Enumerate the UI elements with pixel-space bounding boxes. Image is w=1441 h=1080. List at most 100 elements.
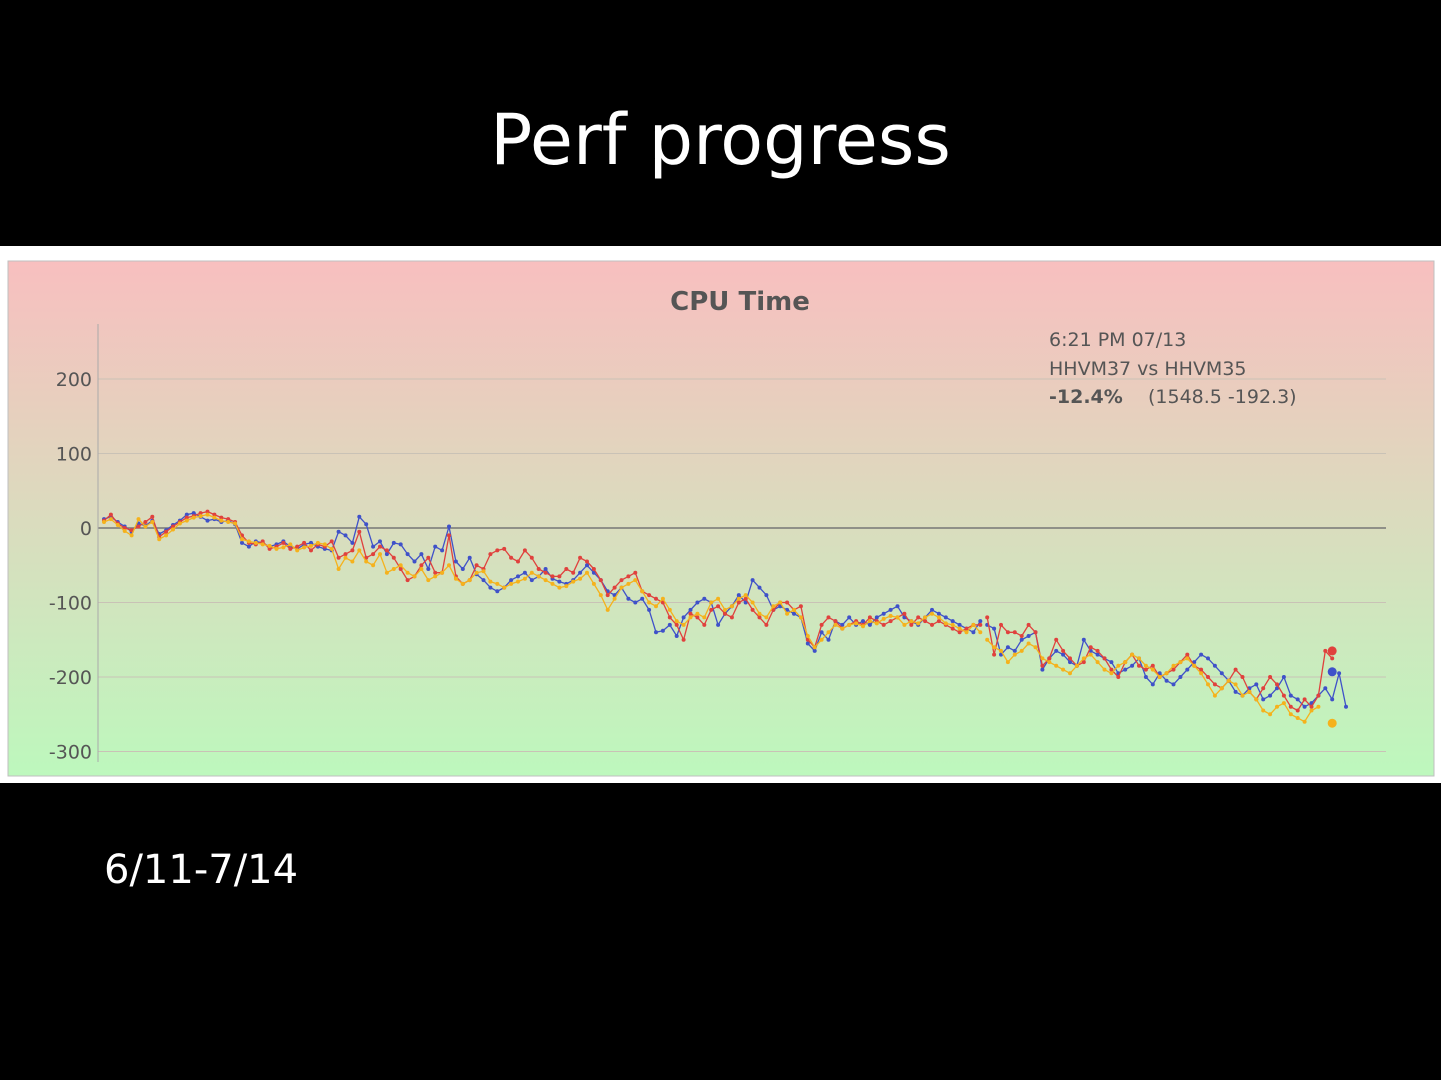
data-point [1061,667,1066,672]
data-point [1268,675,1273,679]
data-point [681,637,686,642]
data-point [350,548,355,553]
data-point [488,552,493,557]
data-point [509,555,514,560]
data-point [433,574,438,579]
data-point [971,622,976,627]
data-point [405,552,410,557]
data-point [219,515,224,520]
data-point [309,548,313,553]
data-point [440,570,445,575]
data-point [943,621,948,626]
data-point [1212,682,1217,687]
data-point [357,514,362,519]
data-point [619,585,624,590]
y-tick-label: -300 [49,742,92,764]
data-point [598,593,603,598]
data-point [412,559,417,564]
data-point [440,548,445,553]
data-point [660,596,665,601]
data-point [612,585,617,590]
data-point [1233,689,1238,694]
endpoint-marker [1327,718,1337,728]
data-point [191,515,196,520]
data-point [888,613,893,618]
data-point [557,574,562,579]
data-point [136,517,141,522]
cpu-time-chart: CPU Time 200 100 0 -100 -200 -300 6:21 PM 07/… [7,260,1435,777]
data-point [550,574,555,579]
data-point [992,626,997,631]
data-point [1019,648,1024,653]
data-point [750,600,755,605]
data-point [447,533,451,538]
data-point [1171,682,1176,687]
data-point [847,615,852,620]
data-point [840,622,845,627]
data-point [371,552,376,557]
data-point [384,552,389,557]
data-point [1178,660,1183,665]
data-point [288,546,293,551]
data-point [1068,656,1072,661]
data-point [1288,712,1293,717]
data-point [950,619,955,624]
data-point [930,622,934,627]
data-point [578,576,583,581]
data-point [453,559,458,564]
data-point [246,544,251,549]
data-point [426,578,431,583]
data-point [384,570,389,575]
data-point [881,622,886,627]
data-point [1019,634,1024,638]
data-point [1040,656,1045,661]
data-point [564,584,569,589]
data-point [881,611,886,616]
data-point [764,622,769,627]
data-point [481,569,486,574]
data-point [695,600,700,605]
data-point [1337,671,1342,676]
data-point [378,539,382,544]
data-point [695,615,700,620]
data-point [1178,675,1183,679]
data-point [108,512,113,517]
data-point [426,555,431,560]
data-point [205,518,210,523]
data-point [522,576,527,581]
data-point [543,578,548,583]
data-point [626,596,631,601]
data-point [861,624,865,629]
data-point [999,648,1003,653]
data-point [1026,622,1031,627]
y-tick-label: 200 [56,369,92,391]
data-point [150,520,155,524]
data-point [391,555,396,560]
tooltip-comparison: HHVM37 vs HHVM35 [1049,358,1247,380]
data-point [1054,663,1059,668]
data-point [467,578,472,583]
data-point [1123,660,1128,665]
data-point [129,533,134,538]
data-point [585,559,589,564]
data-point [240,537,244,542]
data-point [1309,704,1314,709]
data-point [516,574,520,579]
data-point [384,548,389,553]
data-point [826,630,831,635]
data-point [909,622,914,627]
data-point [854,621,859,626]
data-point [1268,712,1273,717]
data-point [1323,686,1328,691]
data-point [212,512,217,517]
data-point [805,634,810,638]
endpoint-marker [1327,667,1337,677]
data-point [336,567,341,571]
data-point [1281,675,1286,679]
data-point [391,567,396,571]
data-point [633,578,638,583]
data-point [302,540,307,545]
data-point [1047,656,1052,661]
data-point [557,585,562,590]
data-point [578,570,583,575]
